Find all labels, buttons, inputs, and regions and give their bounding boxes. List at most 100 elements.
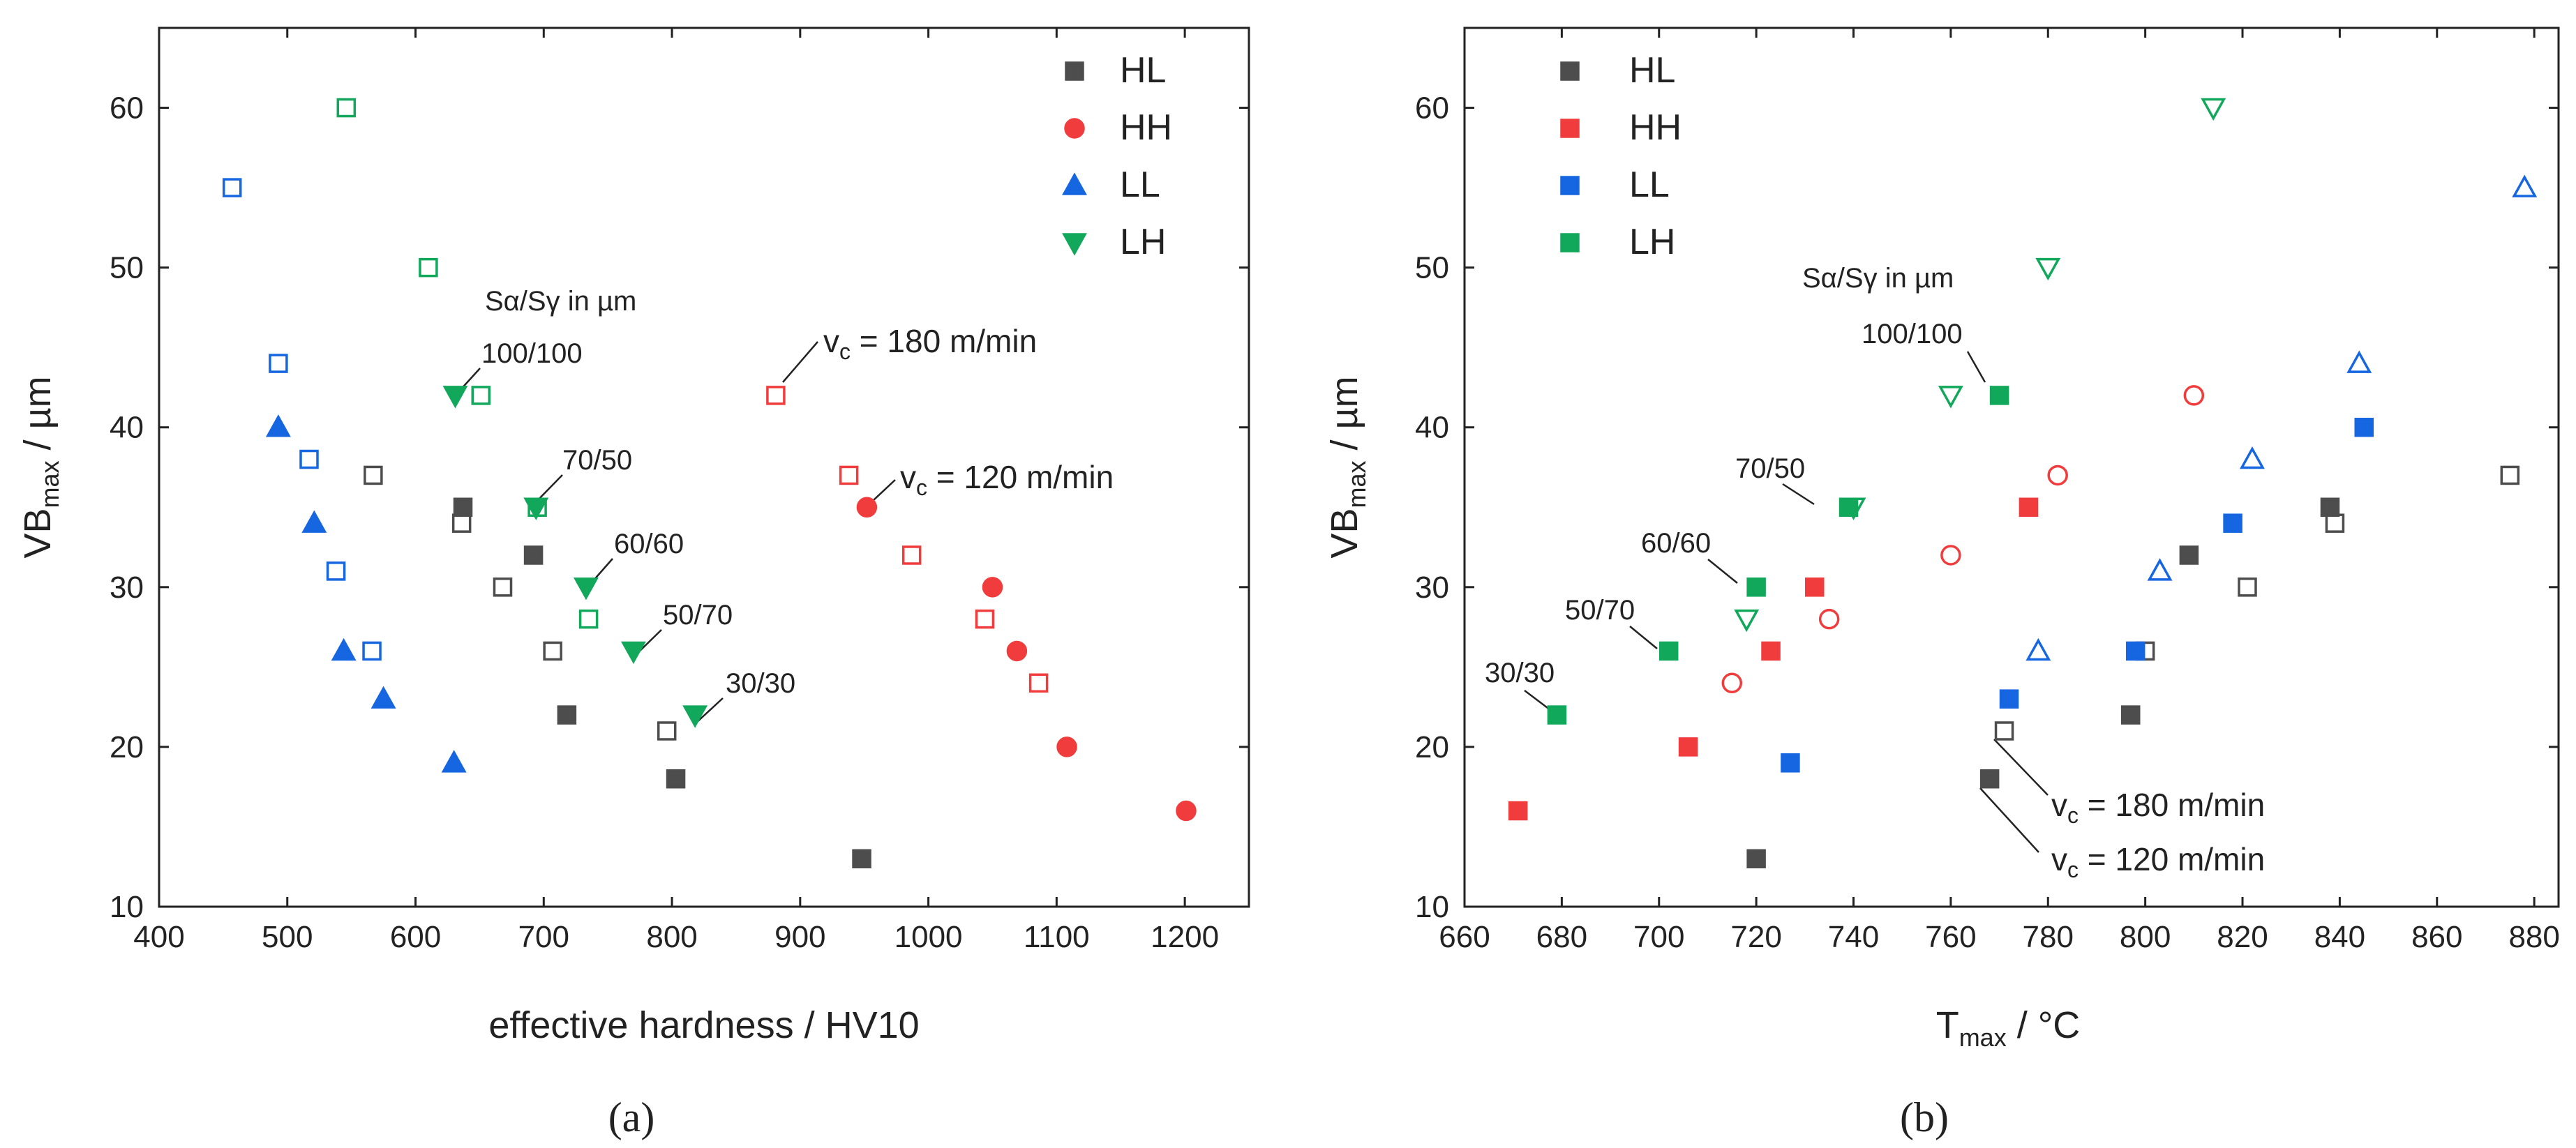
annotation-label: Sα/Sγ in µm xyxy=(1802,263,1954,294)
data-point-ll-open xyxy=(2512,174,2538,197)
vc-annotation-v: v xyxy=(2051,841,2067,877)
data-point-hh-open xyxy=(2047,465,2068,486)
data-point-lh-open xyxy=(336,98,357,118)
legend-label-lh: LH xyxy=(1629,222,1675,262)
data-point-lh-filled xyxy=(682,705,708,728)
data-point-hl-filled xyxy=(2120,705,2141,725)
data-point-ll-filled xyxy=(2223,513,2242,533)
data-point-hh-open xyxy=(1028,673,1049,693)
data-point-lh-open xyxy=(1938,386,1963,409)
x-axis-label-main: T xyxy=(1936,1004,1959,1046)
x-tick-label: 860 xyxy=(2411,920,2462,954)
y-tick-label: 10 xyxy=(1415,890,1449,924)
vc-leader xyxy=(1993,739,2049,796)
legend-marker-hh xyxy=(1560,119,1580,138)
y-tick-label: 40 xyxy=(1415,411,1449,445)
data-point-ll-filled xyxy=(2354,417,2374,437)
data-point-hl-filled xyxy=(2320,497,2340,518)
data-point-ll-open xyxy=(2147,558,2173,581)
data-point-hh-open xyxy=(1818,608,1840,630)
annotation-leader xyxy=(1629,626,1658,649)
vc-annotation-rest: = 180 m/min xyxy=(2079,787,2265,823)
annotation-label: 70/50 xyxy=(1735,453,1805,484)
x-tick-label: 500 xyxy=(262,920,313,954)
x-tick-label: 760 xyxy=(1925,920,1976,954)
y-tick-label: 50 xyxy=(1415,251,1449,285)
data-point-hl-open xyxy=(493,577,513,597)
data-point-hh-open xyxy=(766,386,786,405)
y-axis-label-sub: max xyxy=(36,461,64,508)
data-point-lh-filled xyxy=(620,641,646,665)
data-point-lh-open xyxy=(1734,609,1760,633)
data-point-ll-open xyxy=(2025,637,2051,661)
y-tick-label: 10 xyxy=(110,890,144,924)
data-point-hh-filled xyxy=(1761,641,1781,661)
data-point-hh-filled xyxy=(1678,737,1698,757)
legend-marker-hl xyxy=(1560,61,1580,81)
legend-marker-ll xyxy=(1560,176,1580,195)
x-axis-label: Tmax / °C xyxy=(1936,1004,2081,1052)
vc-annotation-sub: c xyxy=(2067,857,2079,882)
data-point-hl-filled xyxy=(852,849,871,869)
data-point-hh-filled xyxy=(1056,737,1077,757)
data-point-hh-filled xyxy=(982,577,1003,598)
data-point-hl-open xyxy=(2325,513,2345,533)
x-tick-label: 700 xyxy=(518,920,569,954)
annotation-label: 60/60 xyxy=(614,529,684,559)
data-point-hl-open xyxy=(364,465,383,485)
data-point-ll-open xyxy=(269,354,288,373)
data-point-hh-open xyxy=(1721,672,1743,694)
data-point-lh-filled xyxy=(1658,641,1679,661)
x-tick-label: 680 xyxy=(1536,920,1587,954)
data-point-ll-open xyxy=(299,449,319,469)
data-point-ll-filled xyxy=(265,414,291,437)
data-point-hh-filled xyxy=(856,497,878,518)
annotation-label: 30/30 xyxy=(726,668,795,699)
annotation-label: 100/100 xyxy=(1862,319,1963,349)
data-point-hl-filled xyxy=(2179,545,2199,565)
plot-frame xyxy=(158,27,1250,908)
legend-label-ll: LL xyxy=(1120,165,1160,205)
data-point-hl-filled xyxy=(453,497,473,518)
y-tick-label: 40 xyxy=(110,411,144,445)
data-point-ll-open xyxy=(326,561,346,581)
data-point-hl-open xyxy=(1994,721,2014,741)
x-axis-label: effective hardness / HV10 xyxy=(488,1004,919,1046)
legend-marker-hl xyxy=(1065,61,1084,81)
x-tick-label: 660 xyxy=(1439,920,1490,954)
data-point-hh-filled xyxy=(1508,801,1528,821)
data-point-hh-open xyxy=(975,609,995,629)
x-tick-label: 900 xyxy=(774,920,825,954)
legend-marker-hh xyxy=(1064,118,1085,139)
x-tick-label: 740 xyxy=(1828,920,1879,954)
y-axis-label-unit: / µm xyxy=(17,376,59,460)
x-tick-label: 880 xyxy=(2508,920,2559,954)
legend-label-lh: LH xyxy=(1120,222,1166,262)
y-axis-label-main: VB xyxy=(17,508,59,559)
y-tick-label: 30 xyxy=(1415,571,1449,605)
vc-annotation: vc = 180 m/min xyxy=(2051,787,2265,828)
legend-label-hh: HH xyxy=(1120,107,1172,148)
x-tick-label: 820 xyxy=(2217,920,2268,954)
data-point-ll-filled xyxy=(301,510,327,533)
data-point-ll-open xyxy=(362,641,382,661)
data-point-lh-open xyxy=(2035,257,2061,281)
y-axis-label-unit: / µm xyxy=(1324,376,1365,460)
data-point-ll-filled xyxy=(2125,641,2146,661)
x-tick-label: 700 xyxy=(1633,920,1684,954)
annotation-label: 100/100 xyxy=(481,338,583,369)
vc-annotation-rest: = 120 m/min xyxy=(2079,841,2265,877)
vc-annotation-sub: c xyxy=(916,475,927,500)
data-point-hh-open xyxy=(2183,385,2205,406)
annotation-leader xyxy=(1524,690,1551,711)
data-point-ll-filled xyxy=(331,637,357,661)
data-point-hl-filled xyxy=(666,769,686,789)
annotation-label: 60/60 xyxy=(1641,528,1711,559)
panel-b-label: (b) xyxy=(1900,1094,1949,1140)
annotation-leader xyxy=(1707,559,1738,584)
panel-a-label: (a) xyxy=(608,1094,655,1140)
data-point-lh-open xyxy=(1841,497,1866,520)
data-point-lh-filled xyxy=(1746,577,1766,597)
data-point-hl-open xyxy=(657,721,677,741)
